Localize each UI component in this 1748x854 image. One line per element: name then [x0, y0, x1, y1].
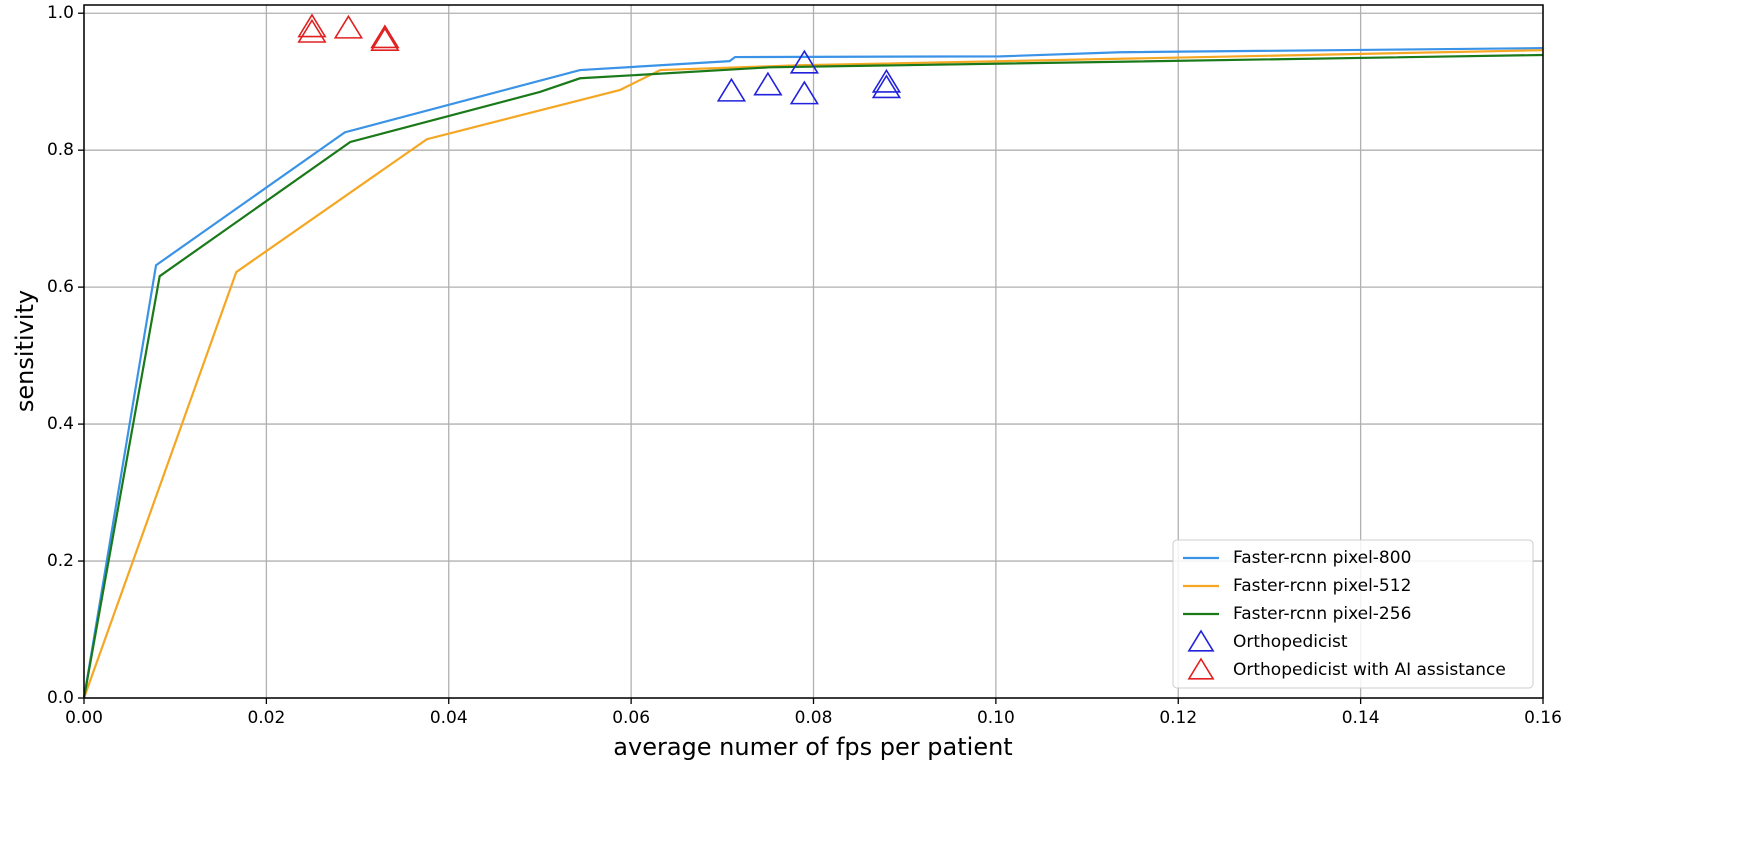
- legend-entry: Orthopedicist with AI assistance: [1187, 657, 1506, 680]
- series-line: [82, 49, 1544, 699]
- scatter-marker: [333, 14, 364, 39]
- y-tick-label: 0.8: [47, 140, 74, 160]
- legend-entry: Faster-rcnn pixel-256: [1183, 604, 1411, 624]
- legend-box: [1172, 539, 1534, 689]
- y-tick-label: 1.0: [47, 3, 74, 23]
- x-tick-label: 0.00: [65, 708, 103, 728]
- legend-entry: Faster-rcnn pixel-800: [1183, 548, 1411, 568]
- legend: Faster-rcnn pixel-800 Faster-rcnn pixel-5…: [1172, 539, 1534, 689]
- scatter-marker: [370, 24, 400, 49]
- x-tick-label: 0.02: [247, 708, 285, 728]
- x-tick-label: 0.16: [1524, 708, 1562, 728]
- legend-label: Orthopedicist: [1233, 632, 1348, 652]
- legend-entry: Faster-rcnn pixel-512: [1183, 576, 1411, 596]
- y-axis-label: sensitivity: [11, 290, 39, 412]
- plot-frame: [83, 4, 1544, 699]
- y-tick-label: 0.6: [47, 277, 74, 297]
- legend-label: Faster-rcnn pixel-512: [1233, 576, 1411, 596]
- y-tick-label: 0.2: [47, 551, 74, 571]
- scatter-marker: [297, 18, 327, 43]
- y-tick-label: 0.0: [47, 688, 74, 708]
- x-tick-label: 0.08: [795, 708, 833, 728]
- scatter-marker: [297, 13, 327, 38]
- legend-swatch: [1187, 657, 1215, 680]
- scatter-marker: [370, 27, 400, 52]
- x-tick-label: 0.10: [977, 708, 1015, 728]
- scatter-marker: [789, 80, 820, 105]
- y-tick-label: 0.4: [47, 414, 74, 434]
- legend-label: Faster-rcnn pixel-800: [1233, 548, 1411, 568]
- scatter-marker: [871, 68, 902, 93]
- legend-swatch: [1187, 629, 1215, 652]
- scatter-marker: [753, 71, 783, 96]
- legend-label: Faster-rcnn pixel-256: [1233, 604, 1411, 624]
- x-tick-label: 0.04: [430, 708, 468, 728]
- x-axis-label: average numer of fps per patient: [613, 733, 1012, 761]
- series-line: [82, 53, 1544, 699]
- scatter-marker: [716, 77, 747, 102]
- x-tick-label: 0.12: [1159, 708, 1197, 728]
- x-tick-label: 0.14: [1342, 708, 1380, 728]
- series-line: [82, 47, 1544, 699]
- scatter-marker: [871, 74, 902, 99]
- legend-label: Orthopedicist with AI assistance: [1233, 660, 1506, 680]
- x-tick-label: 0.06: [612, 708, 650, 728]
- legend-entry: Orthopedicist: [1187, 629, 1348, 652]
- scatter-marker: [789, 49, 820, 74]
